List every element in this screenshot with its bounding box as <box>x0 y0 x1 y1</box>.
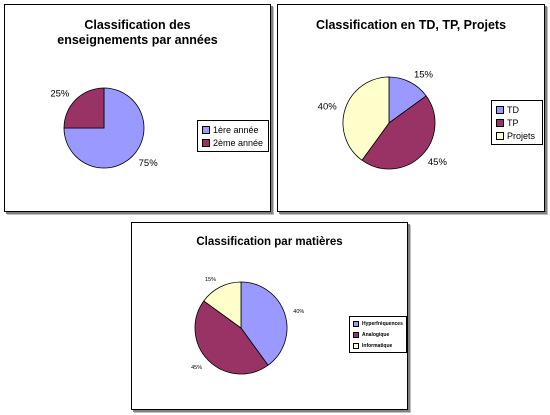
legend-label: 2ème année <box>213 137 264 148</box>
pie-slice-3 <box>203 281 242 329</box>
legend-item: Projets <box>496 129 538 142</box>
legend-item: TP <box>496 116 538 129</box>
legend-swatch <box>353 320 359 327</box>
chart-panel-annees: Classification des enseignements par ann… <box>4 4 271 212</box>
pie-slice-3 <box>342 76 390 161</box>
chart-title: Classification en TD, TP, Projets <box>315 18 507 32</box>
legend-item: 2ème année <box>202 136 264 149</box>
legend-swatch <box>496 131 504 140</box>
chart-title: Classification des enseignements par ann… <box>57 18 218 48</box>
legend-swatch <box>496 118 504 127</box>
legend-label: Hyperfréquences <box>362 320 403 327</box>
legend-swatch <box>353 331 359 338</box>
pie-chart: 75% 25% <box>50 87 159 169</box>
legend-swatch <box>202 138 210 147</box>
data-label: 15% <box>414 69 434 80</box>
legend-label: Analogique <box>362 331 390 338</box>
legend-item: Hyperfréquences <box>353 318 403 329</box>
data-label: 40% <box>318 101 338 112</box>
chart-title: Classification par matières <box>196 236 343 248</box>
chart-panel-matieres: Classification par matières 40% 45% 15% Hy… <box>131 222 408 410</box>
legend-swatch <box>496 105 504 114</box>
data-label: 75% <box>139 158 159 169</box>
chart-legend: 1ère année 2ème année <box>197 120 269 152</box>
data-label: 15% <box>205 277 216 283</box>
pie-chart: 40% 45% 15% <box>191 277 304 375</box>
legend-item: Analogique <box>353 329 403 340</box>
legend-label: Informatique <box>362 342 393 349</box>
pie-slice-2 <box>361 95 436 170</box>
legend-item: Informatique <box>353 340 403 351</box>
data-label: 45% <box>191 365 202 371</box>
pie-chart: 15% 45% 40% <box>318 69 448 170</box>
data-label: 45% <box>428 157 448 168</box>
legend-label: Projets <box>507 130 536 141</box>
chart-panel-types: Classification en TD, TP, Projets 15% 45%… <box>277 4 545 212</box>
data-label: 25% <box>50 89 70 100</box>
legend-swatch <box>353 342 359 349</box>
chart-legend: Hyperfréquences Analogique Informatique <box>349 316 407 353</box>
legend-label: TP <box>507 117 519 128</box>
data-label: 40% <box>293 309 304 315</box>
legend-label: 1ère année <box>213 124 259 135</box>
legend-swatch <box>202 125 210 134</box>
chart-legend: TD TP Projets <box>491 100 543 145</box>
legend-item: 1ère année <box>202 123 264 136</box>
legend-label: TD <box>507 104 519 115</box>
pie-slice-2 <box>63 87 105 129</box>
pie-slice-1 <box>240 281 288 366</box>
pie-slice-2 <box>194 300 269 375</box>
legend-item: TD <box>496 103 538 116</box>
